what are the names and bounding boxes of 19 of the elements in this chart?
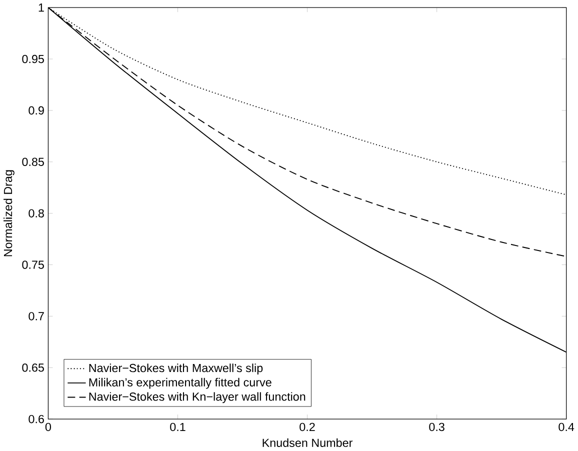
y-tick-label: 0.7 bbox=[28, 312, 44, 321]
legend-label: Navier−Stokes with Maxwell’s slip bbox=[89, 364, 263, 375]
y-tick-label: 0.6 bbox=[28, 415, 44, 424]
y-tick-label: 0.9 bbox=[28, 106, 44, 115]
y-tick-label: 0.65 bbox=[22, 364, 44, 372]
y-tick-label: 1 bbox=[38, 4, 44, 12]
legend-label: Milikan’s experimentally fitted curve bbox=[89, 378, 272, 390]
y-tick-label: 0.8 bbox=[28, 209, 44, 218]
x-tick-label: 0 bbox=[45, 423, 52, 432]
x-tick-label: 0.3 bbox=[429, 423, 444, 432]
y-tick-label: 0.95 bbox=[22, 55, 44, 64]
y-axis-title: Normalized Drag bbox=[4, 170, 14, 256]
x-tick-label: 0.4 bbox=[558, 423, 574, 432]
x-axis-title: Knudsen Number bbox=[262, 438, 353, 448]
y-tick-label: 0.85 bbox=[22, 158, 44, 166]
x-tick-label: 0.2 bbox=[300, 423, 315, 432]
x-tick-label: 0.1 bbox=[170, 423, 186, 432]
y-tick-label: 0.75 bbox=[22, 260, 44, 270]
legend-label: Navier−Stokes with Kn−layer wall function bbox=[89, 392, 306, 404]
